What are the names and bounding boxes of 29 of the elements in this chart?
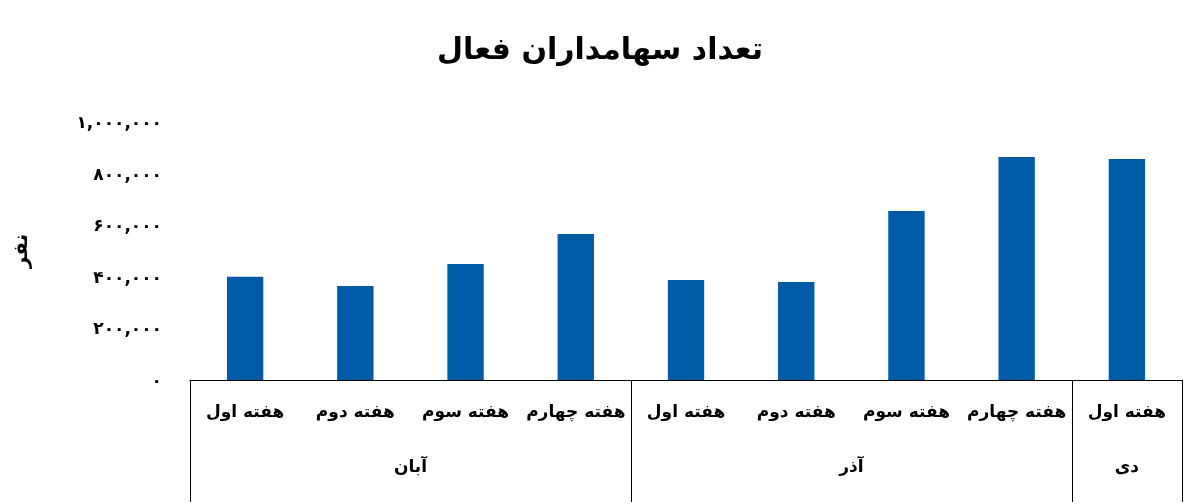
y-tick-label: ۴۰۰,۰۰۰ [93, 266, 162, 287]
x-tick-label: هفته اول [205, 400, 285, 422]
x-tick-label: هفته دوم [315, 400, 395, 422]
y-tick-label: ۸۰۰,۰۰۰ [93, 163, 162, 184]
y-tick-label: ۱,۰۰۰,۰۰۰ [76, 112, 162, 132]
y-tick-label: ۲۰۰,۰۰۰ [93, 318, 162, 339]
x-tick-label: هفته اول [1087, 400, 1167, 422]
bar [888, 211, 925, 380]
x-tick-label: هفته سوم [422, 400, 510, 422]
text: آذر [838, 455, 865, 476]
bar [998, 157, 1035, 380]
bar [447, 263, 484, 380]
x-tick-label: هفته چهارم [526, 400, 626, 422]
bar [778, 281, 815, 380]
x-tick-label: هفته سوم [862, 400, 950, 422]
y-tick-label: ۰ [151, 370, 162, 390]
text: دی [1114, 456, 1140, 476]
bar [337, 286, 374, 380]
y-axis-title: نفر [8, 233, 32, 270]
x-tick-label: هفته دوم [756, 400, 836, 422]
y-tick-label: ۶۰۰,۰۰۰ [93, 215, 162, 236]
bar [667, 279, 705, 380]
text: آبان [393, 455, 429, 476]
x-tick-label: هفته اول [646, 400, 726, 422]
chart-title: تعداد سهامداران فعال [437, 30, 763, 66]
bar [1108, 158, 1146, 380]
bar [557, 233, 594, 380]
x-tick-label: هفته چهارم [967, 400, 1067, 422]
bar [226, 276, 264, 380]
